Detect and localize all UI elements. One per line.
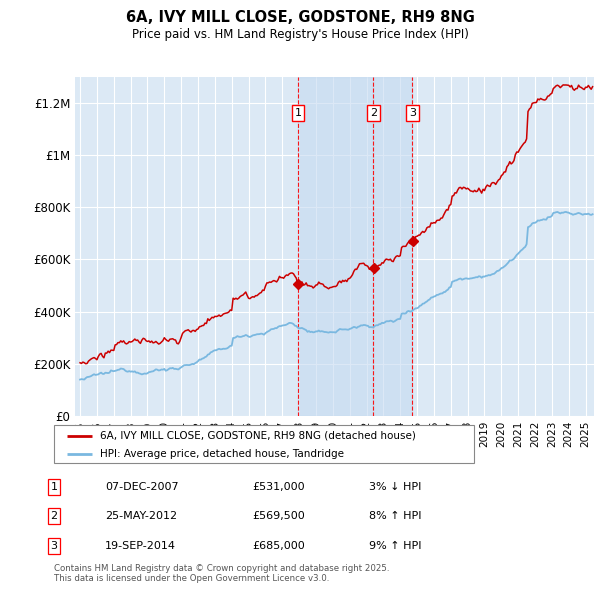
Text: Contains HM Land Registry data © Crown copyright and database right 2025.
This d: Contains HM Land Registry data © Crown c… [54, 563, 389, 583]
Text: 1: 1 [295, 108, 301, 118]
Bar [373, 77, 412, 416]
Text: £685,000: £685,000 [252, 541, 305, 550]
Text: 3% ↓ HPI: 3% ↓ HPI [369, 482, 421, 491]
Text: £531,000: £531,000 [252, 482, 305, 491]
Text: HPI: Average price, detached house, Tandridge: HPI: Average price, detached house, Tand… [100, 448, 344, 458]
Text: 2: 2 [50, 512, 58, 521]
Text: 3: 3 [409, 108, 416, 118]
FancyBboxPatch shape [54, 425, 474, 463]
Bar [298, 77, 373, 416]
Text: 19-SEP-2014: 19-SEP-2014 [105, 541, 176, 550]
Text: 6A, IVY MILL CLOSE, GODSTONE, RH9 8NG (detached house): 6A, IVY MILL CLOSE, GODSTONE, RH9 8NG (d… [100, 431, 416, 441]
Text: 2: 2 [370, 108, 377, 118]
Text: 9% ↑ HPI: 9% ↑ HPI [369, 541, 421, 550]
Text: 07-DEC-2007: 07-DEC-2007 [105, 482, 179, 491]
Text: 6A, IVY MILL CLOSE, GODSTONE, RH9 8NG: 6A, IVY MILL CLOSE, GODSTONE, RH9 8NG [125, 10, 475, 25]
Text: 3: 3 [50, 541, 58, 550]
Text: Price paid vs. HM Land Registry's House Price Index (HPI): Price paid vs. HM Land Registry's House … [131, 28, 469, 41]
Text: 25-MAY-2012: 25-MAY-2012 [105, 512, 177, 521]
Text: 8% ↑ HPI: 8% ↑ HPI [369, 512, 421, 521]
Text: £569,500: £569,500 [252, 512, 305, 521]
Text: 1: 1 [50, 482, 58, 491]
